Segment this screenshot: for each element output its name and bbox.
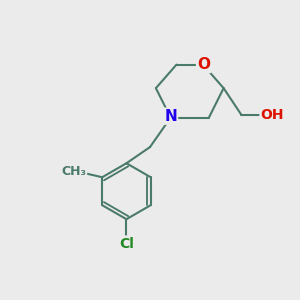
Text: Cl: Cl <box>119 237 134 250</box>
Text: CH₃: CH₃ <box>61 165 86 178</box>
Text: N: N <box>164 109 177 124</box>
Text: O: O <box>197 57 210 72</box>
Text: OH: OH <box>260 108 284 122</box>
